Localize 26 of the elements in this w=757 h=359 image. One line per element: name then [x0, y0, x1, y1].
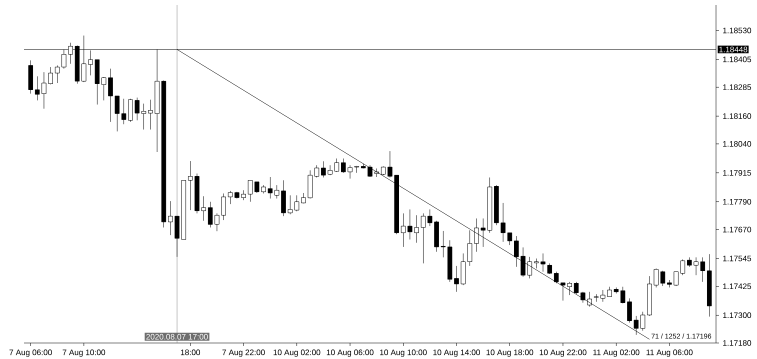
x-tick-label: 11 Aug 02:00 [593, 350, 640, 357]
y-tick-label: 1.17300 [723, 312, 752, 318]
y-tick-label: 1.17790 [723, 198, 752, 205]
y-tick-label: 1.18160 [723, 113, 752, 119]
x-tick-label: 10 Aug 02:00 [274, 350, 320, 357]
ref-line-label: 1.18448 [719, 46, 748, 52]
y-tick-label: 1.17180 [723, 340, 752, 346]
x-tick-label: 18:00 [180, 350, 200, 356]
x-tick-label: 11 Aug 06:00 [646, 350, 693, 357]
y-tick-label: 1.18285 [723, 84, 752, 90]
y-tick-label: 1.17425 [723, 283, 752, 290]
y-tick-label: 1.17915 [723, 170, 752, 176]
y-tick-label: 1.18530 [723, 28, 752, 34]
x-tick-label: 7 Aug 10:00 [62, 350, 106, 357]
x-tick-label: 10 Aug 10:00 [380, 350, 427, 357]
x-tick-label: 10 Aug 06:00 [326, 350, 374, 357]
x-tick-label: 2020.08.07 17:00 [146, 334, 208, 340]
x-tick-label: 10 Aug 18:00 [486, 350, 534, 357]
x-tick-label: 10 Aug 14:00 [433, 350, 480, 357]
y-tick-label: 1.18040 [723, 141, 752, 147]
x-tick-label: 7 Aug 22:00 [222, 350, 265, 357]
y-tick-label: 1.17670 [723, 226, 752, 232]
y-tick-label: 1.18405 [723, 56, 752, 62]
x-tick-label: 10 Aug 22:00 [540, 350, 586, 357]
x-tick-label: 7 Aug 06:00 [9, 350, 52, 357]
y-tick-label: 1.17545 [723, 256, 752, 262]
